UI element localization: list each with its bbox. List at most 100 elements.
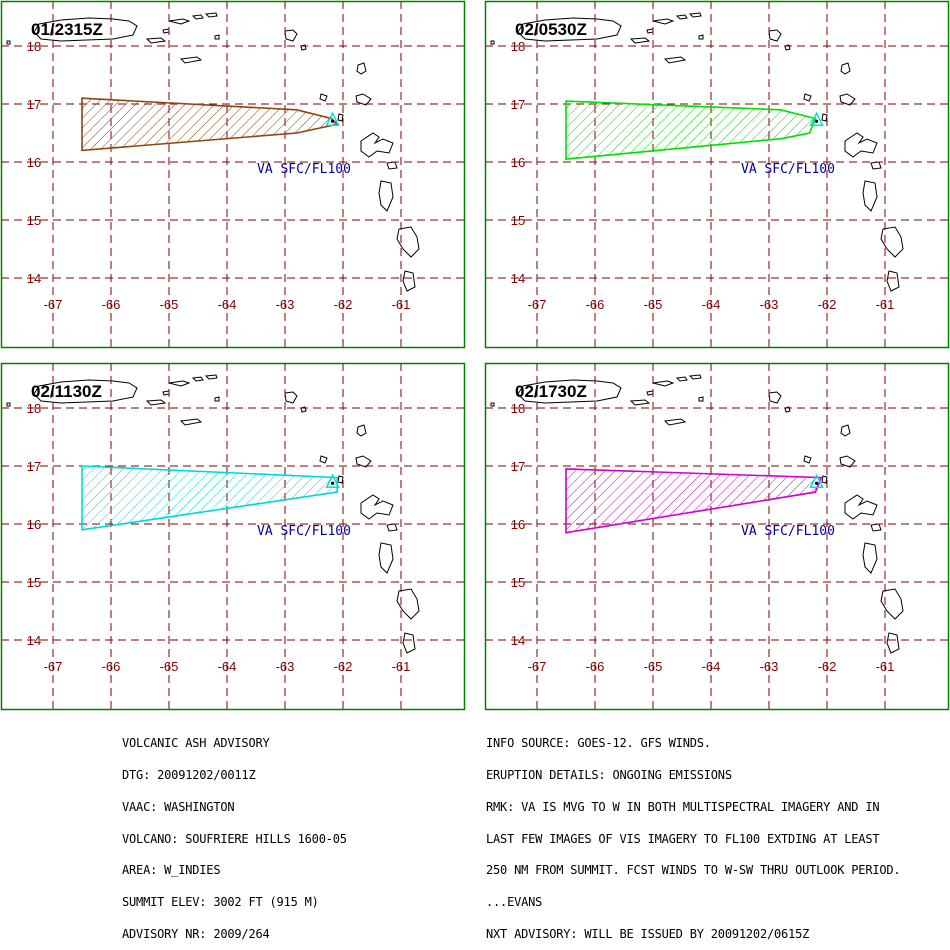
- antigua-island: [356, 424, 367, 437]
- forecast-time-label: 01/2315Z: [31, 20, 103, 39]
- virgin-islands: [652, 12, 702, 25]
- advisory-line: INFO SOURCE: GOES-12. GFS WINDS.: [486, 736, 711, 751]
- longitude-tick-label: -61: [392, 297, 411, 312]
- latitude-tick-label: 18: [27, 401, 41, 416]
- volcano-marker-icon: [809, 473, 824, 488]
- advisory-line: AREA: W_INDIES: [122, 863, 221, 878]
- ash-level-annotation: VA SFC/FL100: [741, 162, 835, 177]
- advisory-line: VOLCANIC ASH ADVISORY: [122, 736, 270, 751]
- map-panel-1: -67 -66 -65 -64 -63 -62 -61 14 15 16 17 18 VA SFC/FL…: [0, 0, 466, 349]
- latitude-tick-label: 15: [511, 213, 525, 228]
- longitude-tick-label: -61: [392, 659, 411, 674]
- st-croix-island: [179, 56, 203, 64]
- advisory-line: VOLCANO: SOUFRIERE HILLS 1600-05: [122, 831, 347, 846]
- culebra-island: [162, 390, 170, 396]
- volcano-summit-dot: [814, 481, 819, 485]
- latitude-tick-label: 16: [27, 517, 41, 532]
- volcano-summit-dot: [330, 119, 335, 123]
- longitude-tick-label: -62: [334, 297, 353, 312]
- longitude-tick-label: -65: [160, 659, 179, 674]
- anguilla-island: [284, 29, 298, 42]
- martinique-island: [396, 226, 420, 258]
- longitude-tick-label: -66: [586, 297, 605, 312]
- montserrat-island: [337, 113, 344, 122]
- st-croix-island: [663, 56, 687, 64]
- marie-galante-island: [386, 161, 398, 170]
- st-croix-island: [179, 418, 203, 426]
- advisory-line: 250 NM FROM SUMMIT. FCST WINDS TO W-SW T…: [486, 863, 901, 878]
- vieques-island: [629, 37, 651, 44]
- st-barts-island: [784, 44, 791, 51]
- longitude-tick-label: -62: [818, 297, 837, 312]
- longitude-tick-label: -64: [702, 659, 721, 674]
- advisory-line: ...EVANS: [486, 895, 543, 910]
- latitude-tick-label: 17: [27, 459, 41, 474]
- advisory-line: DTG: 20091202/0011Z: [122, 767, 256, 782]
- small-isle-west: [6, 402, 11, 407]
- guadeloupe-island: [844, 132, 878, 158]
- latitude-tick-label: 15: [27, 575, 41, 590]
- map-panel-4: -67 -66 -65 -64 -63 -62 -61 14 15 16 17 18 VA SFC/FL…: [484, 362, 950, 711]
- latitude-tick-label: 17: [511, 97, 525, 112]
- dominica-island: [862, 180, 878, 212]
- advisory-summary: VOLCANIC ASH ADVISORY DTG: 20091202/0011…: [122, 717, 347, 950]
- st-croix-island: [663, 418, 687, 426]
- longitude-tick-label: -61: [876, 297, 895, 312]
- dominica-island: [378, 180, 394, 212]
- martinique-island: [880, 226, 904, 258]
- puerto-rico-island: [33, 379, 138, 404]
- longitude-tick-label: -63: [760, 297, 779, 312]
- latitude-tick-label: 18: [511, 39, 525, 54]
- map-frame: [484, 0, 950, 349]
- longitude-tick-label: -64: [218, 659, 237, 674]
- small-isle-north: [698, 34, 704, 40]
- advisory-line: ADVISORY NR: 2009/264: [122, 926, 270, 941]
- marie-galante-island: [870, 161, 882, 170]
- small-isle-north: [214, 34, 220, 40]
- longitude-tick-label: -63: [276, 659, 295, 674]
- ash-cloud-polygon: [81, 97, 339, 152]
- guadeloupe-island: [844, 494, 878, 520]
- latitude-tick-label: 16: [511, 517, 525, 532]
- puerto-rico-island: [33, 17, 138, 42]
- longitude-tick-label: -66: [102, 297, 121, 312]
- map-panel-2: -67 -66 -65 -64 -63 -62 -61 14 15 16 17 18 VA SFC/FL…: [484, 0, 950, 349]
- small-isle-west: [490, 402, 495, 407]
- longitude-tick-label: -64: [702, 297, 721, 312]
- ash-level-annotation: VA SFC/FL100: [257, 524, 351, 539]
- latitude-tick-label: 18: [27, 39, 41, 54]
- small-isle-west: [490, 40, 495, 45]
- st-kitts-island: [803, 93, 812, 102]
- longitude-tick-label: -62: [334, 659, 353, 674]
- ash-level-annotation: VA SFC/FL100: [741, 524, 835, 539]
- longitude-tick-label: -66: [102, 659, 121, 674]
- ash-level-annotation: VA SFC/FL100: [257, 162, 351, 177]
- st-kitts-island: [319, 93, 328, 102]
- map-frame: [484, 362, 950, 711]
- montserrat-island: [821, 113, 828, 122]
- st-lucia-island: [402, 270, 416, 292]
- longitude-tick-label: -67: [44, 297, 63, 312]
- montserrat-island: [337, 475, 344, 484]
- latitude-tick-label: 14: [511, 271, 525, 286]
- st-kitts-island: [803, 455, 812, 464]
- volcano-marker-icon: [325, 473, 340, 488]
- longitude-tick-label: -62: [818, 659, 837, 674]
- latitude-tick-label: 14: [511, 633, 525, 648]
- longitude-tick-label: -67: [528, 659, 547, 674]
- vieques-island: [145, 37, 167, 44]
- virgin-islands: [168, 374, 218, 387]
- longitude-tick-label: -66: [586, 659, 605, 674]
- longitude-tick-label: -64: [218, 297, 237, 312]
- volcano-marker-icon: [325, 111, 340, 126]
- ash-cloud-polygon: [565, 100, 817, 160]
- puerto-rico-island: [517, 379, 622, 404]
- small-isle-north: [698, 396, 704, 402]
- dominica-island: [862, 542, 878, 574]
- latitude-tick-label: 15: [511, 575, 525, 590]
- advisory-line: LAST FEW IMAGES OF VIS IMAGERY TO FL100 …: [486, 831, 880, 846]
- longitude-tick-label: -65: [160, 297, 179, 312]
- marie-galante-island: [386, 523, 398, 532]
- montserrat-island: [821, 475, 828, 484]
- ash-cloud-polygon: [81, 465, 339, 531]
